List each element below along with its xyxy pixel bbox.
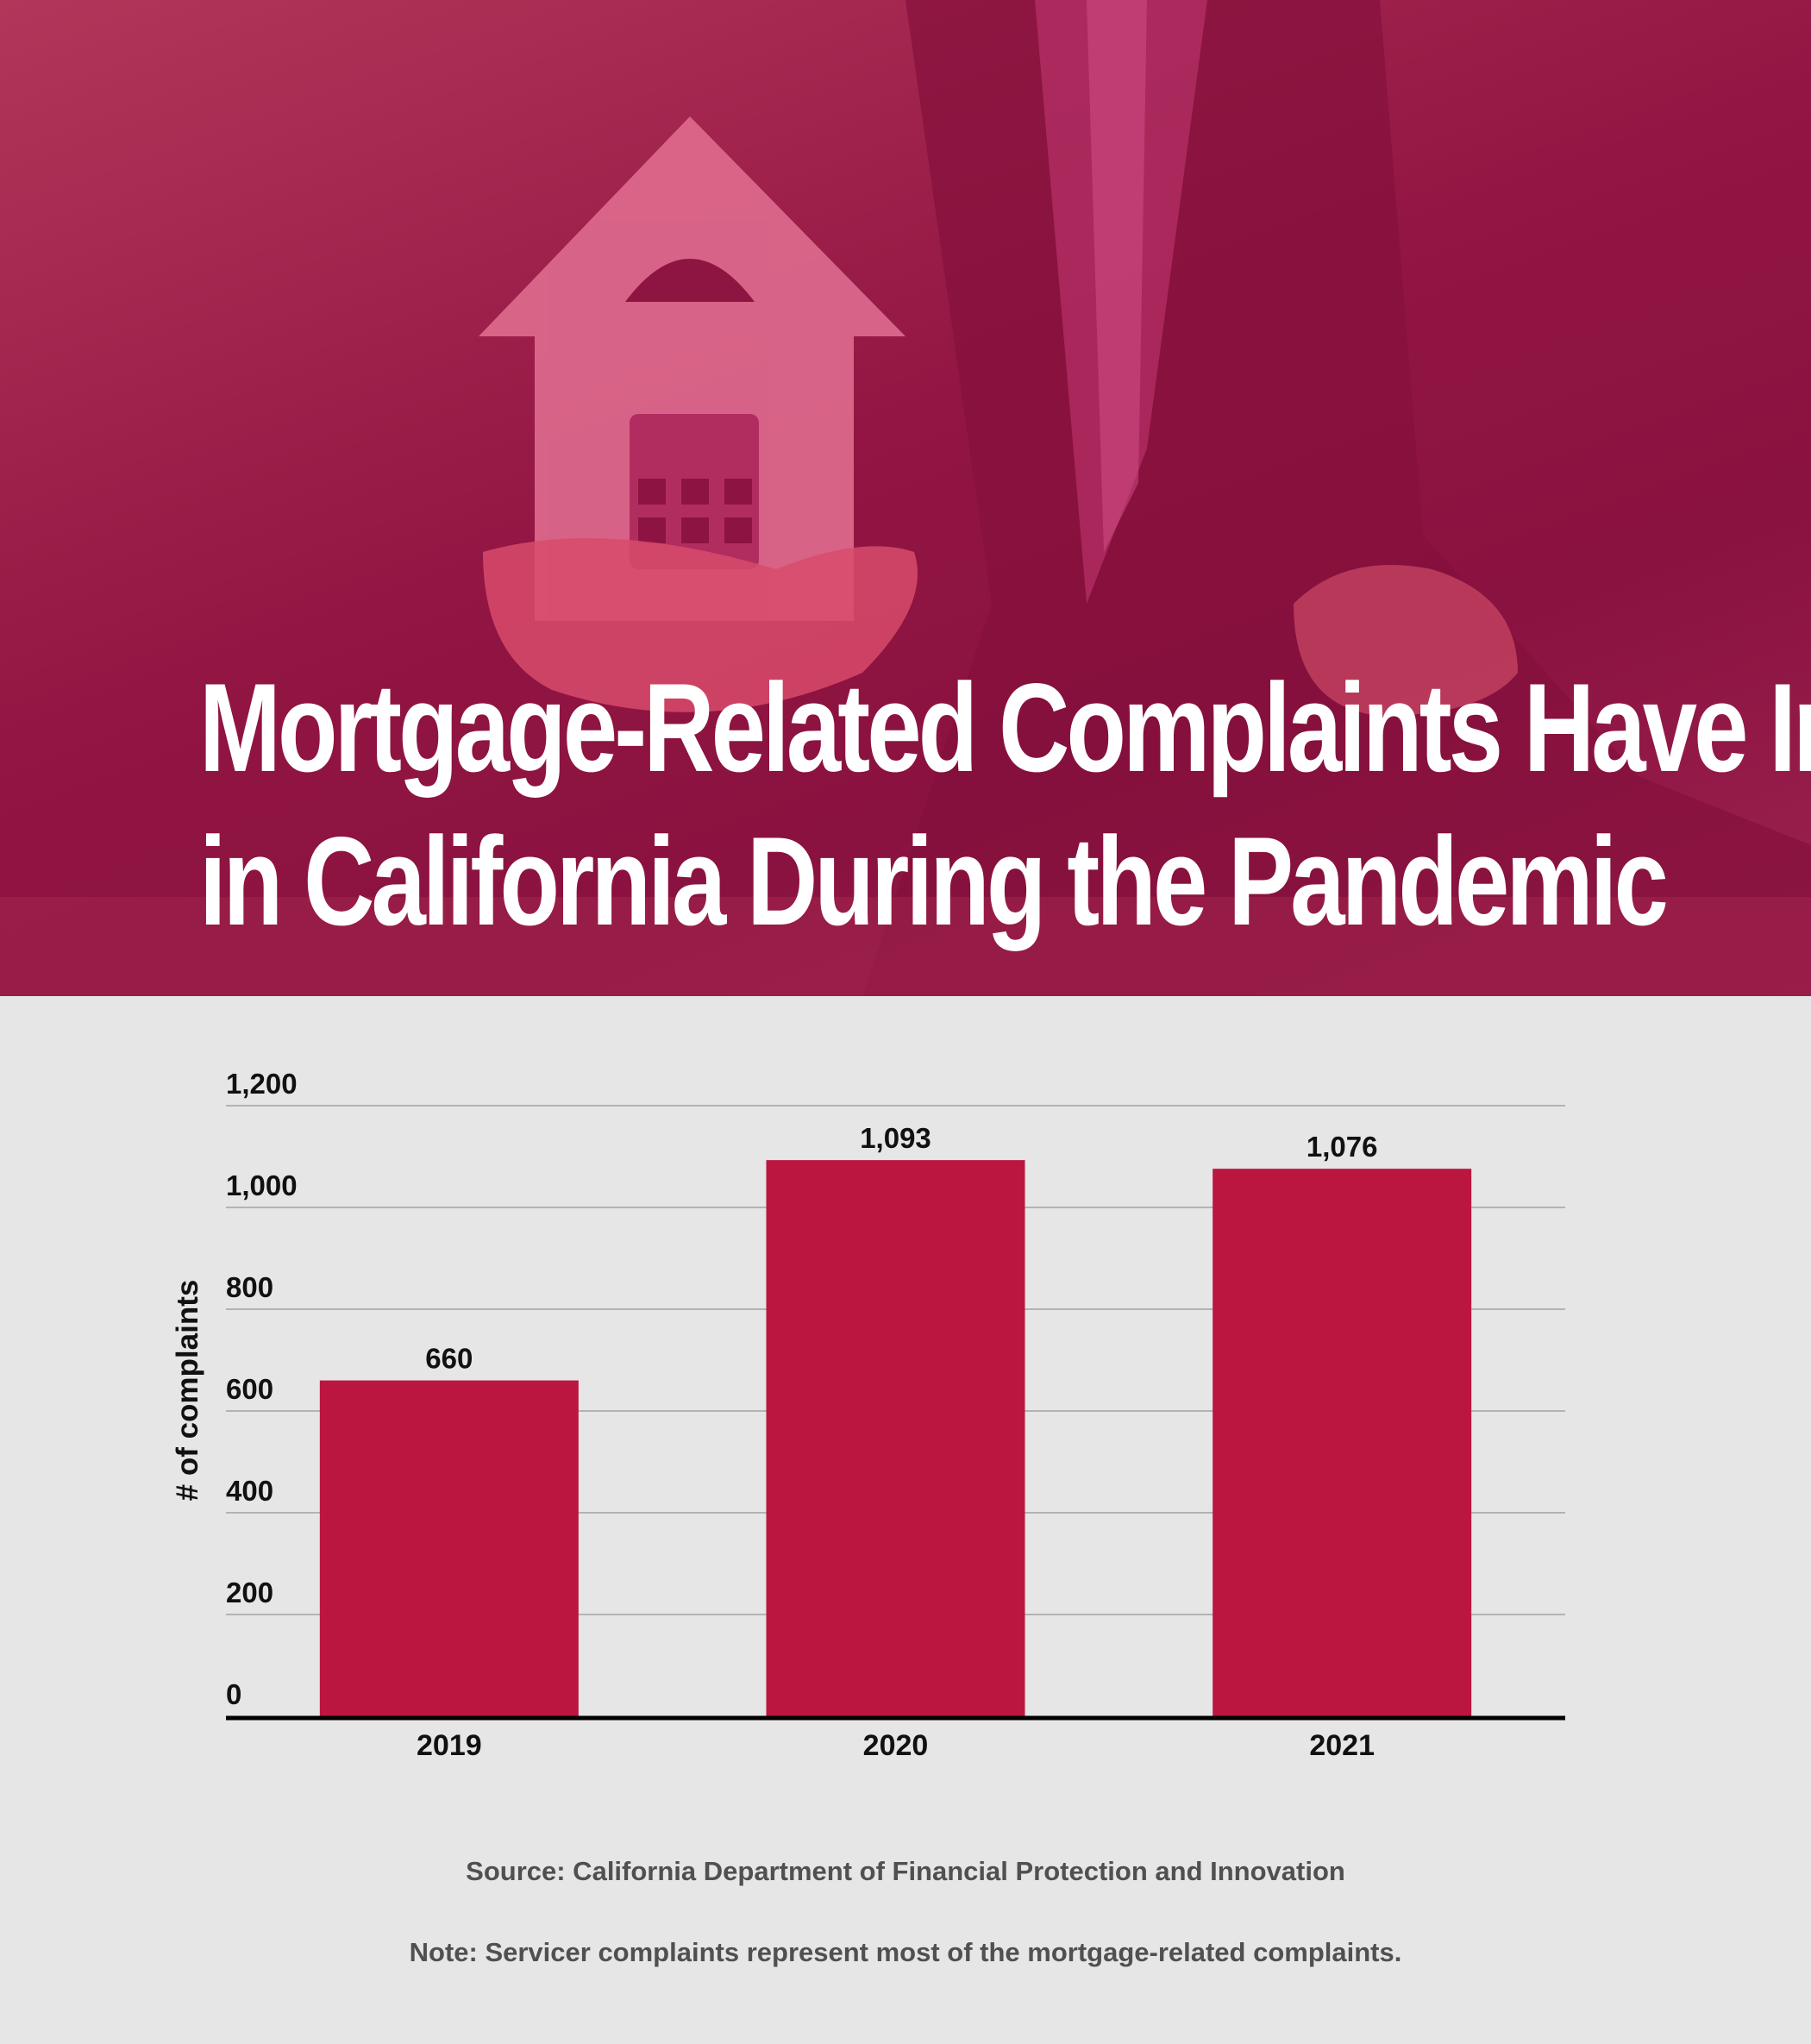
hero-banner: Mortgage-Related Complaints Have Increas… — [0, 0, 1811, 996]
x-tick-label: 2019 — [417, 1729, 482, 1762]
bar-value-labels: 660 1,093 1,076 — [425, 1122, 1377, 1374]
bar-value-label: 1,093 — [860, 1122, 931, 1154]
y-tick-label: 0 — [226, 1678, 241, 1710]
title-line-2: in California During the Pandemic — [199, 811, 1669, 951]
y-tick-label: 1,200 — [226, 1068, 298, 1100]
y-axis-title: # of complaints — [171, 1279, 204, 1502]
y-tick-label: 200 — [226, 1577, 273, 1608]
chart-bars — [319, 1160, 1472, 1716]
source-note: Source: California Department of Financi… — [466, 1856, 1345, 1886]
page-title: Mortgage-Related Complaints Have Increas… — [199, 651, 1811, 958]
bar-value-label: 1,076 — [1307, 1131, 1378, 1163]
bar-2021 — [1213, 1169, 1472, 1716]
bar-value-label: 660 — [425, 1343, 473, 1375]
house-in-hand-photo — [0, 0, 1811, 996]
y-tick-label: 600 — [226, 1373, 273, 1405]
y-tick-label: 800 — [226, 1271, 273, 1303]
bar-2019 — [319, 1380, 579, 1716]
y-tick-label: 1,000 — [226, 1169, 298, 1201]
footnote: Note: Servicer complaints represent most… — [409, 1937, 1402, 1967]
x-axis-tick-labels: 2019 2020 2021 — [417, 1729, 1375, 1762]
x-tick-label: 2021 — [1309, 1729, 1375, 1762]
y-tick-label: 400 — [226, 1475, 273, 1507]
x-tick-label: 2020 — [863, 1729, 929, 1762]
y-axis-tick-labels: 0 200 400 600 800 1,000 1,200 — [226, 1068, 298, 1710]
title-line-1: Mortgage-Related Complaints Have Increas… — [199, 657, 1811, 798]
bar-2020 — [766, 1160, 1025, 1716]
